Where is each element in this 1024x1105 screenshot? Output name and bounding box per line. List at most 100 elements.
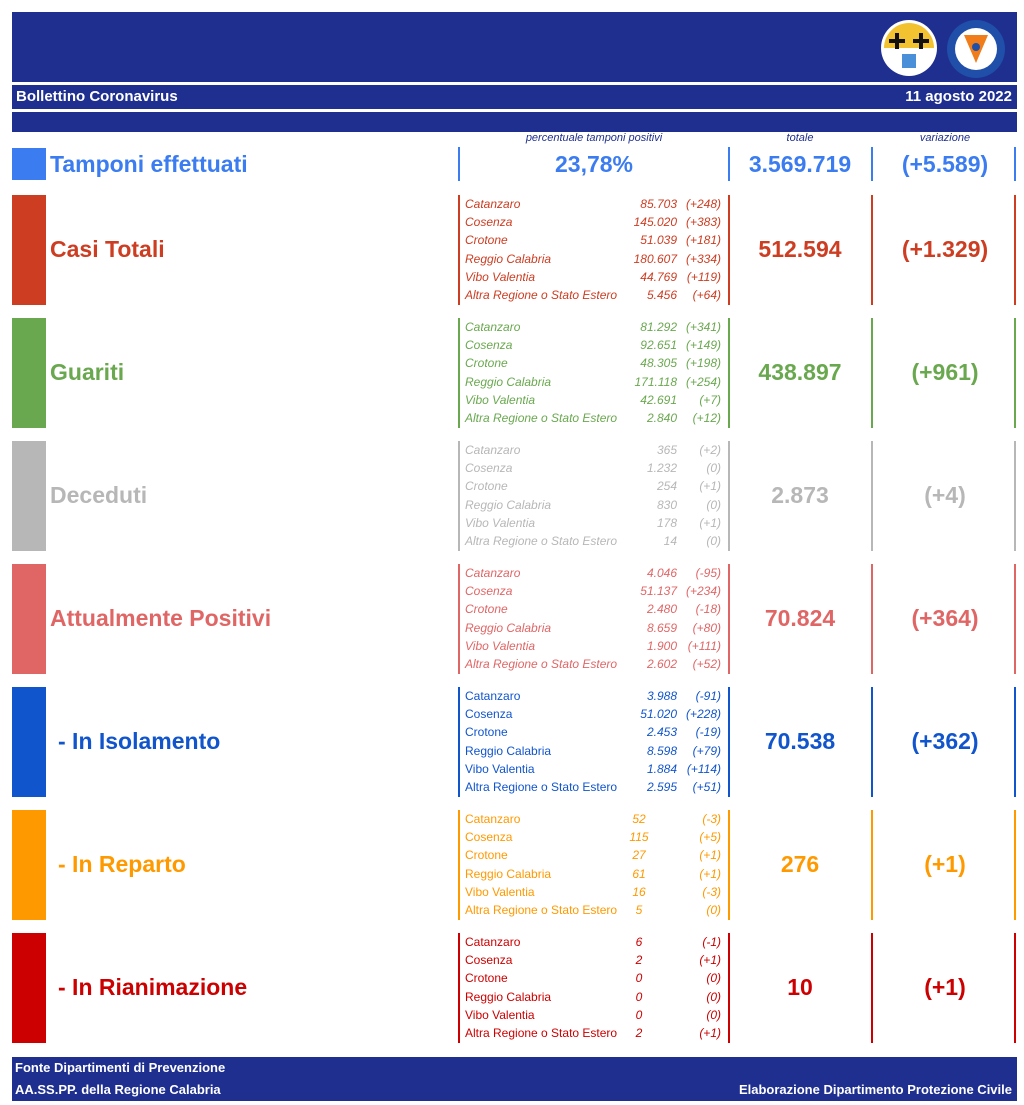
province-row: Altra Regione o Stato Estero 2.602 (+52) <box>465 656 727 674</box>
province-value: 0 <box>635 989 643 1004</box>
divider <box>458 195 460 305</box>
province-row: Cosenza 115 (+5) <box>465 829 727 847</box>
attualmente-positivi-swatch <box>12 564 46 674</box>
province-name: Vibo Valentia <box>465 515 536 530</box>
attualmente-positivi-province-list: Catanzaro 4.046 (-95) Cosenza 51.137 (+234) Cr… <box>465 565 727 674</box>
in-isolamento-total: 70.538 <box>764 728 836 754</box>
total-column-header: totale <box>786 132 814 144</box>
divider <box>728 441 730 551</box>
separator-bar <box>12 112 1017 132</box>
province-name: Cosenza <box>465 584 513 599</box>
divider <box>728 318 730 428</box>
province-delta: (+1) <box>699 1025 721 1040</box>
divider <box>871 810 873 920</box>
province-row: Altra Regione o Stato Estero 5 (0) <box>465 902 727 920</box>
province-name: Catanzaro <box>465 197 521 211</box>
province-row: Crotone 0 (0) <box>465 970 727 988</box>
province-value: 92.651 <box>640 338 677 353</box>
province-row: Crotone 27 (+1) <box>465 847 727 865</box>
divider <box>1014 195 1016 305</box>
province-value: 2 <box>635 953 643 968</box>
province-row: Vibo Valentia 1.900 (+111) <box>465 638 727 656</box>
deceduti-label: Deceduti <box>50 482 148 508</box>
province-row: Reggio Calabria 171.118 (+254) <box>465 374 727 392</box>
divider <box>458 318 460 428</box>
in-isolamento-province-list: Catanzaro 3.988 (-91) Cosenza 51.020 (+228) Cr… <box>465 688 727 797</box>
province-row: Crotone 2.480 (-18) <box>465 601 727 619</box>
province-row: Catanzaro 85.703 (+248) <box>465 196 727 214</box>
in-reparto-total: 276 <box>780 851 820 877</box>
province-name: Altra Regione o Stato Estero <box>465 287 618 302</box>
province-row: Cosenza 145.020 (+383) <box>465 214 727 232</box>
province-value: 16 <box>632 884 646 899</box>
province-row: Reggio Calabria 8.598 (+79) <box>465 743 727 761</box>
province-value: 254 <box>656 479 677 494</box>
province-delta: (+198) <box>685 356 721 371</box>
province-delta: (0) <box>706 533 721 548</box>
province-value: 4.046 <box>646 566 677 580</box>
province-delta: (0) <box>706 497 721 512</box>
header-banner <box>12 12 1017 82</box>
source-line-1: Fonte Dipartimenti di Prevenzione <box>15 1060 226 1075</box>
province-delta: (+1) <box>699 953 721 968</box>
province-name: Reggio Calabria <box>465 866 552 881</box>
in-rianimazione-province-list: Catanzaro 6 (-1) Cosenza 2 (+1) Crotone 0 (0) Reg… <box>465 934 727 1043</box>
divider <box>728 195 730 305</box>
province-delta: (+228) <box>685 707 721 722</box>
province-name: Altra Regione o Stato Estero <box>465 902 618 917</box>
province-row: Altra Regione o Stato Estero 14 (0) <box>465 533 727 551</box>
province-row: Reggio Calabria 61 (+1) <box>465 866 727 884</box>
deceduti-total: 2.873 <box>771 482 829 508</box>
percent-column-header: percentuale tamponi positivi <box>525 132 663 144</box>
province-value: 145.020 <box>633 215 677 230</box>
province-value: 3.988 <box>646 689 677 703</box>
divider <box>458 933 460 1043</box>
province-delta: (+149) <box>685 338 721 353</box>
province-row: Vibo Valentia 44.769 (+119) <box>465 269 727 287</box>
province-row: Crotone 254 (+1) <box>465 478 727 496</box>
province-value: 1.900 <box>646 638 677 653</box>
province-row: Vibo Valentia 16 (-3) <box>465 884 727 902</box>
province-delta: (+234) <box>685 584 721 599</box>
province-value: 171.118 <box>634 374 678 389</box>
casi-totali-label: Casi Totali <box>50 236 165 262</box>
province-delta: (+1) <box>699 866 721 881</box>
province-delta: (+12) <box>692 410 721 425</box>
province-name: Crotone <box>465 479 508 494</box>
province-delta: (+383) <box>685 215 721 230</box>
province-name: Crotone <box>465 602 508 617</box>
province-name: Reggio Calabria <box>465 989 552 1004</box>
province-name: Cosenza <box>465 953 513 968</box>
divider <box>458 810 460 920</box>
divider <box>871 318 873 428</box>
province-delta: (+1) <box>699 515 721 530</box>
province-name: Vibo Valentia <box>465 761 535 776</box>
divider <box>728 147 730 181</box>
attualmente-positivi-label: Attualmente Positivi <box>50 605 272 631</box>
province-name: Catanzaro <box>465 935 521 949</box>
province-name: Crotone <box>465 971 508 986</box>
province-delta: (+181) <box>685 233 721 248</box>
divider <box>728 810 730 920</box>
province-row: Cosenza 51.020 (+228) <box>465 706 727 724</box>
casi-totali-variation: (+1.329) <box>901 236 989 262</box>
province-row: Altra Regione o Stato Estero 2.840 (+12) <box>465 410 727 428</box>
province-name: Catanzaro <box>465 689 521 703</box>
province-value: 0 <box>635 971 643 986</box>
divider <box>458 441 460 551</box>
deceduti-variation: (+4) <box>924 482 966 508</box>
province-delta: (0) <box>706 902 721 917</box>
province-value: 180.607 <box>633 251 677 266</box>
province-value: 14 <box>663 533 677 548</box>
divider <box>1014 318 1016 428</box>
province-name: Vibo Valentia <box>465 884 535 899</box>
province-delta: (+5) <box>699 830 721 845</box>
divider <box>871 147 873 181</box>
divider <box>728 564 730 674</box>
province-delta: (+119) <box>686 269 721 284</box>
province-value: 8.598 <box>646 743 677 758</box>
deceduti-swatch <box>12 441 46 551</box>
casi-totali-total: 512.594 <box>758 236 842 262</box>
divider <box>1014 810 1016 920</box>
province-row: Altra Regione o Stato Estero 2 (+1) <box>465 1025 727 1043</box>
